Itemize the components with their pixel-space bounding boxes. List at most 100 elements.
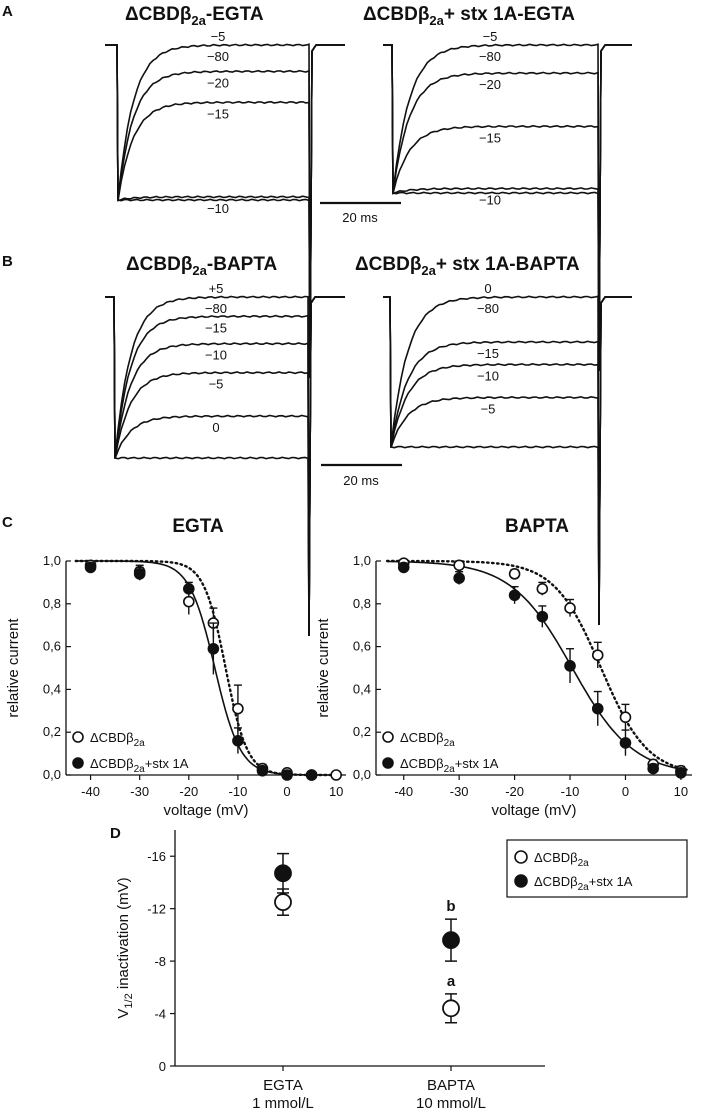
data-point-stx (133, 568, 146, 580)
current-trace (383, 44, 632, 372)
trace-voltage-label: −10 (207, 201, 229, 216)
legend-label-control: ΔCBDβ2a (534, 850, 589, 869)
data-point-stx (305, 769, 318, 781)
data-point-control (536, 583, 549, 595)
x-tick-label: -30 (130, 784, 149, 799)
y-tick-label: -8 (154, 954, 166, 969)
panel-b-letter: B (2, 253, 13, 270)
current-trace (383, 44, 632, 372)
y-tick-label: 0 (159, 1059, 166, 1074)
current-trace (105, 43, 345, 379)
x-tick-label: 0 (283, 784, 290, 799)
trace-voltage-label: 0 (212, 420, 219, 435)
panel-b-right-traces: 0 −5 −10 −15 −80 (383, 281, 632, 626)
current-trace (383, 296, 632, 626)
data-point-stx (281, 769, 293, 781)
data-point-control (453, 559, 465, 572)
data-point-control (183, 595, 195, 608)
x-tick-label: -40 (394, 784, 413, 799)
legend-label-stx: ΔCBDβ2a+stx 1A (90, 756, 189, 775)
legend-marker-filled (514, 874, 528, 888)
egta-inactivation-plot: 0,0 0,2 0,4 0,6 0,8 1,0 -40 -30 -20 -10 0 10 voltage… (5, 553, 346, 819)
data-point-stx (256, 764, 269, 777)
x-axis-label: voltage (mV) (163, 802, 248, 819)
trace-voltage-label: −80 (207, 49, 229, 64)
current-trace (383, 296, 632, 626)
trace-voltage-label: +5 (209, 281, 224, 296)
y-tick-label: 0,2 (43, 724, 61, 739)
current-trace (105, 296, 345, 637)
panel-a-right-traces: −5 −10 −15 −20 −80 (383, 29, 632, 372)
trace-voltage-label: −10 (205, 348, 227, 363)
data-point-control (619, 711, 632, 724)
current-trace (105, 295, 345, 637)
current-trace (383, 44, 632, 372)
y-tick-label: 0,8 (43, 596, 61, 611)
y-tick-label: 0,6 (353, 639, 371, 654)
data-point-control (442, 999, 460, 1018)
panel-b-left-title: ΔCBDβ2a-BAPTA (126, 254, 278, 278)
panel-b-scale-label: 20 ms (343, 473, 379, 488)
trace-voltage-label: −80 (479, 49, 501, 64)
data-point-stx (508, 589, 521, 602)
current-trace (383, 296, 632, 626)
panel-b-right-title: ΔCBDβ2a+ stx 1A-BAPTA (355, 254, 580, 278)
legend-label-control: ΔCBDβ2a (400, 730, 455, 749)
trace-voltage-label: −5 (481, 402, 496, 417)
legend-box (506, 839, 688, 898)
y-tick-label: 0,8 (353, 596, 371, 611)
data-point-control (330, 769, 342, 781)
current-trace (383, 43, 632, 372)
category-unit: 10 mmol/L (416, 1095, 486, 1111)
current-trace (105, 44, 345, 379)
panel-a-scale-label: 20 ms (342, 210, 378, 225)
y-axis-label: relative current (315, 618, 332, 718)
legend-label-stx: ΔCBDβ2a+stx 1A (534, 874, 633, 893)
data-point-stx (207, 642, 220, 655)
trace-voltage-label: −10 (479, 193, 501, 208)
category-label: BAPTA (427, 1077, 475, 1094)
data-point-stx (647, 762, 659, 775)
current-trace (105, 296, 345, 637)
data-point-stx (619, 737, 632, 749)
x-tick-label: -10 (229, 784, 248, 799)
trace-voltage-label: −5 (483, 29, 498, 44)
y-axis-label: V1/2 inactivation (mV) (115, 877, 135, 1018)
legend-marker-open (72, 731, 84, 743)
x-tick-label: 0 (622, 784, 629, 799)
panel-b-left-traces: +5 0 −5 −10 −15 −80 (105, 281, 345, 637)
current-trace (105, 44, 345, 379)
data-point-stx (397, 561, 410, 574)
data-point-control (591, 649, 604, 661)
panel-a-left-traces: −5 −10 −15 −20 −80 (105, 29, 345, 379)
x-axis-label: voltage (mV) (491, 802, 576, 819)
legend-marker-open (382, 731, 394, 743)
data-point-stx (453, 572, 465, 584)
panel-a-left-title: ΔCBDβ2a-EGTA (125, 4, 264, 28)
panel-b: B ΔCBDβ2a-BAPTA ΔCBDβ2a+ stx 1A-BAPTA +5… (2, 253, 632, 637)
data-point-control (508, 568, 521, 580)
bapta-inactivation-plot: 0,0 0,2 0,4 0,6 0,8 1,0 -40 -30 -20 -10 0 10 voltage… (315, 553, 692, 819)
panel-c-right-title: BAPTA (505, 516, 569, 537)
current-trace (105, 296, 345, 637)
data-point-control (564, 602, 576, 614)
fit-curve-stx (75, 560, 342, 776)
panel-c-letter: C (2, 514, 13, 531)
data-point-stx (591, 702, 604, 715)
trace-voltage-label: 0 (484, 281, 491, 296)
current-trace (383, 44, 632, 372)
data-point-stx (675, 767, 687, 779)
y-tick-label: 0,4 (353, 681, 371, 696)
current-trace (105, 44, 345, 379)
data-point-stx (274, 864, 292, 883)
significance-b: b (446, 898, 455, 915)
trace-voltage-label: −20 (207, 75, 229, 90)
y-tick-label: 0,0 (43, 767, 61, 782)
category-unit: 1 mmol/L (252, 1095, 314, 1111)
current-trace (383, 296, 632, 626)
data-point-stx (536, 610, 549, 623)
trace-voltage-label: −5 (209, 377, 224, 392)
panel-a-right-title: ΔCBDβ2a+ stx 1A-EGTA (363, 4, 575, 28)
